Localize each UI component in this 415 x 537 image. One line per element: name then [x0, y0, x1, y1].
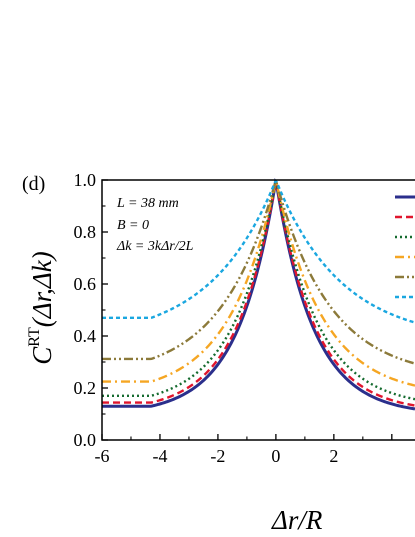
- x-tick-label: 0: [271, 446, 280, 466]
- annotation-field: B = 0: [117, 218, 149, 233]
- y-tick-label: 0.8: [74, 222, 97, 242]
- series-line-6: [102, 179, 415, 324]
- series-line-3: [102, 178, 415, 401]
- y-tick-label: 0.6: [74, 274, 97, 294]
- series-line-5: [102, 179, 415, 365]
- annotation-delta-k: Δk = 3kΔr/2L: [117, 239, 194, 254]
- series-line-4: [102, 178, 415, 387]
- legend: [395, 195, 415, 299]
- x-tick-label: 2: [329, 446, 338, 466]
- x-tick-label: -2: [210, 446, 225, 466]
- x-axis-label: Δr/R: [272, 505, 323, 535]
- series-line-1: [102, 177, 415, 411]
- y-tick-label: 0.4: [74, 326, 97, 346]
- x-tick-label: -6: [95, 446, 110, 466]
- series-line-2: [102, 178, 415, 407]
- axis-ticks: 0.0 0.2 0.4 0.6 0.8 1.0 -6 -4 -2 0 2: [74, 170, 393, 466]
- y-tick-label: 0.0: [74, 430, 97, 450]
- x-tick-label: -4: [152, 446, 167, 466]
- y-tick-label: 0.2: [74, 378, 97, 398]
- panel-label: (d): [22, 173, 46, 195]
- y-axis-label: CRT(Δr,Δk): [26, 251, 57, 365]
- annotation-length: L = 38 mm: [117, 196, 179, 211]
- y-tick-label: 1.0: [74, 170, 97, 190]
- plot-lines: [102, 177, 415, 411]
